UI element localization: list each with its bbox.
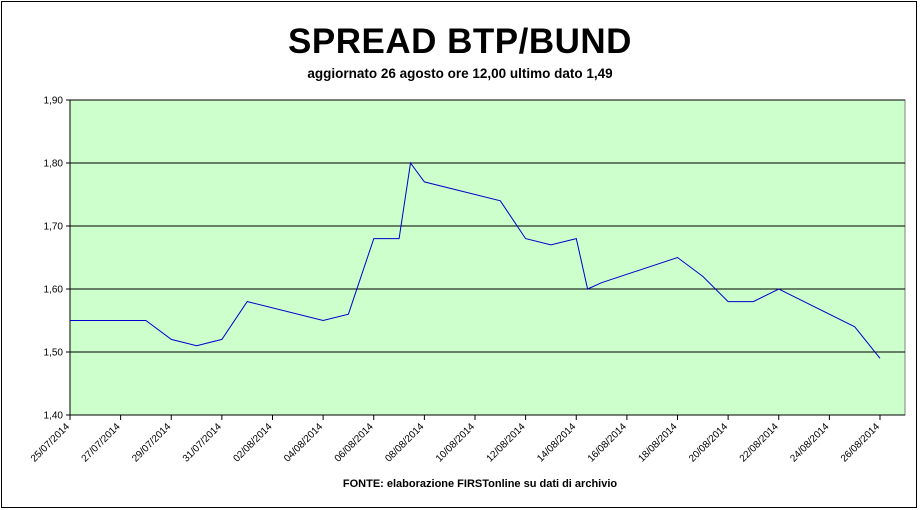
x-tick-label: 25/07/2014 [29,421,72,464]
y-tick-label: 1,80 [44,159,64,170]
series-line-spread [70,161,881,359]
y-tick-label: 1,90 [44,96,64,107]
x-tick-label: 24/08/2014 [788,421,831,464]
axes [69,100,905,420]
x-tick-label: 04/08/2014 [282,421,325,464]
plot-area [69,99,906,416]
x-tick-label: 08/08/2014 [383,421,426,464]
x-tick-label: 26/08/2014 [839,421,882,464]
y-tick-label: 1,40 [44,411,64,422]
x-tick-label: 27/07/2014 [80,421,123,464]
x-tick-label: 06/08/2014 [333,421,376,464]
x-tick-label: 31/07/2014 [181,421,224,464]
y-tick-label: 1,50 [44,348,64,359]
chart-source: FONTE: elaborazione FIRSTonline su dati … [342,478,618,490]
x-tick-label: 29/07/2014 [130,421,173,464]
y-tick-labels: 1,40 1,50 1,60 1,70 1,80 1,90 [44,96,64,422]
x-tick-label: 02/08/2014 [231,421,274,464]
x-tick-label: 14/08/2014 [535,421,578,464]
x-tick-label: 18/08/2014 [636,421,679,464]
x-tick-label: 20/08/2014 [687,421,730,464]
chart-title: SPREAD BTP/BUND [288,22,632,61]
x-tick-label: 16/08/2014 [586,421,629,464]
x-tick-label: 12/08/2014 [485,421,528,464]
y-tick-label: 1,60 [44,285,64,296]
y-tick-label: 1,70 [44,222,64,233]
x-tick-label: 22/08/2014 [738,421,781,464]
x-tick-labels: 25/07/2014 27/07/2014 29/07/2014 31/07/2014… [29,421,882,464]
grid-lines [66,99,905,416]
chart-subtitle: aggiornato 26 agosto ore 12,00 ultimo da… [307,66,613,81]
x-tick-label: 10/08/2014 [434,421,477,464]
